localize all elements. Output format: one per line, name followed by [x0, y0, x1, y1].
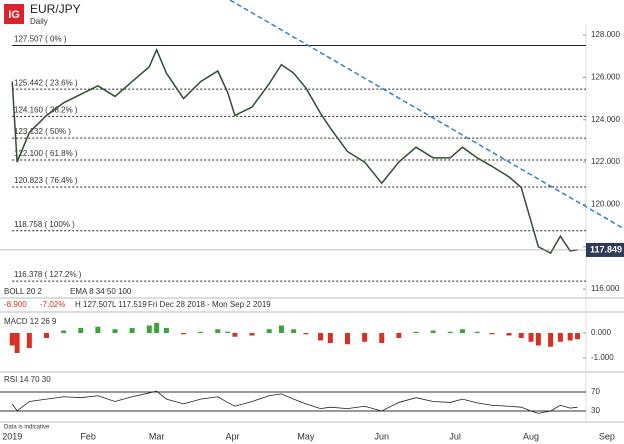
macd-bar — [95, 326, 101, 333]
x-tick-label: Jun — [374, 431, 389, 441]
macd-bar — [535, 333, 541, 346]
macd-bar — [129, 328, 135, 333]
macd-bar — [567, 333, 573, 341]
trendline — [229, 0, 624, 230]
macd-bar — [318, 333, 324, 341]
macd-bar — [327, 333, 333, 343]
macd-bar — [249, 333, 255, 336]
x-tick-label: Aug — [523, 431, 539, 441]
fib-label: 123.132 ( 50% ) — [14, 127, 71, 136]
macd-bar — [548, 333, 554, 347]
plot — [11, 390, 578, 414]
last-price-label: 117.849 — [590, 244, 622, 254]
x-tick-label: 2019 — [2, 431, 22, 441]
macd-bar — [528, 333, 534, 342]
logo-box — [4, 4, 24, 24]
info: H 127.507 — [75, 300, 112, 309]
macd-bar — [303, 333, 309, 335]
plot: 127.507 ( 0% ) 125.442 ( 23.6% ) 124.160 (… — [11, 35, 586, 282]
macd-bar — [26, 333, 32, 348]
fib-label: 125.442 ( 23.6% ) — [14, 78, 78, 87]
indicator: BOLL 20 2 — [4, 287, 43, 296]
macd-bar — [112, 329, 118, 333]
macd-bar — [489, 333, 495, 335]
macd-bar — [506, 333, 512, 336]
y-tick-label: 122.000 — [591, 157, 620, 166]
rsi-line — [11, 390, 578, 414]
macd-bar — [43, 333, 49, 338]
y-tick-label: -1.000 — [591, 353, 614, 362]
macd-bar — [518, 333, 524, 338]
macd-bar — [215, 329, 221, 333]
macd-bar — [459, 329, 465, 333]
plot — [9, 323, 581, 353]
info: L 117.519 — [112, 300, 147, 309]
macd-bar — [78, 328, 84, 333]
macd-bar — [430, 330, 436, 333]
macd-bar — [474, 331, 480, 333]
macd-bar — [9, 333, 15, 346]
x-tick-label: Feb — [80, 431, 96, 441]
subtitle: Daily — [30, 17, 48, 26]
y-tick-label: 70 — [591, 387, 600, 396]
x-tick-label: Apr — [225, 431, 239, 441]
macd-bar — [146, 325, 152, 333]
macd-bar — [154, 323, 160, 333]
x-tick-label: Jul — [449, 431, 461, 441]
x-tick-label: Sep — [599, 431, 615, 441]
fib-label: 127.507 ( 0% ) — [14, 35, 67, 44]
y-tick-label: 0.000 — [591, 328, 612, 337]
fib-label: 124.160 ( 38.2% ) — [14, 105, 78, 114]
y-tick-label: 124.000 — [591, 115, 620, 124]
macd-bar — [198, 331, 204, 333]
macd-bar — [575, 333, 581, 340]
x-tick-label: May — [297, 431, 315, 441]
info: -7.02% — [40, 300, 65, 309]
macd-bar — [362, 333, 368, 342]
panel-label: RSI 14 70 30 — [4, 375, 51, 384]
macd-bar — [278, 325, 284, 333]
y-tick-label: 120.000 — [591, 200, 620, 209]
chart-title: EUR/JPY — [30, 2, 81, 16]
x-tick-label: Mar — [149, 431, 165, 441]
logo: IG — [8, 9, 20, 21]
y-tick-label: 30 — [591, 406, 600, 415]
y-tick-label: 126.000 — [591, 72, 620, 81]
macd-bar — [181, 333, 187, 335]
macd-bar — [557, 333, 563, 342]
price-line — [11, 47, 578, 255]
macd-bar — [396, 333, 402, 338]
macd-bar — [14, 333, 20, 353]
macd-bar — [379, 333, 385, 343]
last-price-box — [586, 242, 624, 257]
macd-bar — [447, 331, 453, 333]
macd-bar — [225, 331, 231, 333]
indicator: EMA 8 34 50 100 — [70, 287, 132, 296]
macd-bar — [266, 329, 272, 333]
info: Fri Dec 28 2018 - Mon Sep 2 2019 — [148, 300, 271, 309]
macd-bar — [163, 328, 169, 333]
fib-label: 120.823 ( 76.4% ) — [14, 176, 78, 185]
macd-bar — [232, 333, 238, 337]
fib-label: 122.100 ( 61.8% ) — [14, 149, 78, 158]
macd-bar — [344, 333, 350, 345]
fib-label: 118.758 ( 100% ) — [14, 220, 75, 229]
macd-bar — [413, 331, 419, 333]
panel-label: MACD 12 26 9 — [4, 317, 57, 326]
macd-bar — [61, 330, 67, 333]
y-tick-label: 116.000 — [591, 284, 620, 293]
fib-label: 116.378 ( 127.2% ) — [14, 270, 82, 279]
info: -8.900 — [4, 300, 27, 309]
note: Data is indicative — [4, 425, 50, 431]
y-tick-label: 128.000 — [591, 30, 620, 39]
macd-bar — [291, 329, 297, 333]
